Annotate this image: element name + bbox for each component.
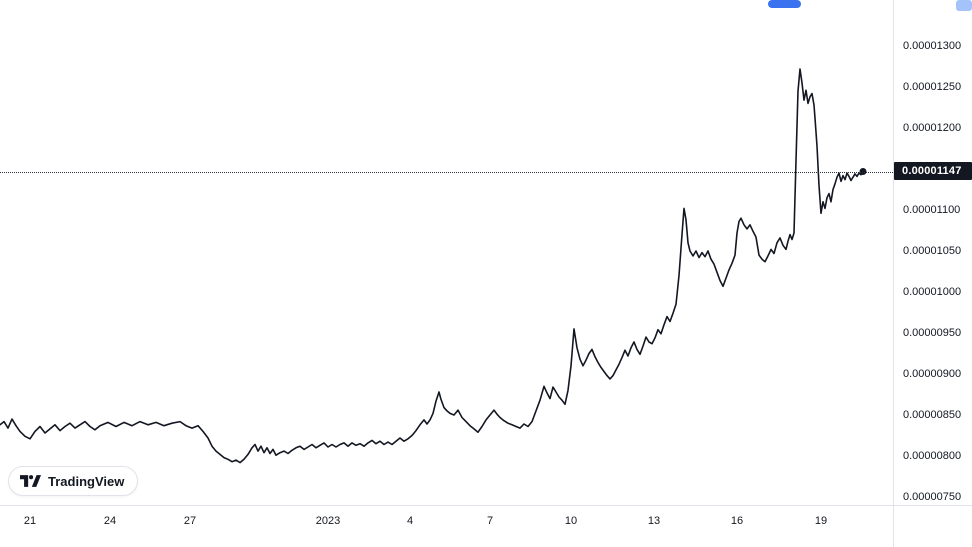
last-price-badge: 0.00001147 (894, 162, 972, 181)
price-axis-label: 0.00000950 (903, 327, 962, 339)
tradingview-logo[interactable]: TradingView (8, 466, 139, 496)
time-axis-separator (0, 505, 972, 506)
price-axis-label: 0.00001100 (903, 204, 961, 216)
time-axis-label: 24 (103, 515, 117, 527)
price-axis-label: 0.00001300 (903, 40, 962, 52)
time-axis[interactable]: 21 24 27 2023 4 7 10 13 16 19 (0, 506, 893, 547)
time-axis-label: 19 (814, 515, 828, 527)
time-axis-label: 13 (647, 515, 661, 527)
time-axis-label: 7 (486, 515, 494, 527)
price-axis-separator (893, 0, 894, 547)
tradingview-logo-text: TradingView (48, 473, 125, 489)
last-price-dotted-line (0, 171, 893, 173)
price-axis-label: 0.00000850 (903, 409, 962, 421)
price-chart-svg (0, 68, 867, 464)
time-axis-label: 16 (730, 515, 744, 527)
price-axis-label: 0.00000800 (903, 450, 962, 462)
price-axis-label: 0.00001200 (903, 122, 962, 134)
time-axis-label: 4 (406, 515, 414, 527)
price-axis-label: 0.00001250 (903, 81, 962, 93)
cropped-blue-square (956, 0, 972, 11)
price-chart-area[interactable] (0, 0, 893, 547)
time-axis-label: 2023 (315, 515, 341, 527)
price-line-series (0, 68, 864, 464)
time-axis-label: 27 (183, 515, 197, 527)
price-axis-label: 0.00001050 (903, 245, 962, 257)
last-price-value: 0.00001147 (902, 165, 962, 178)
cropped-blue-pill (768, 0, 801, 8)
price-axis-label: 0.00000900 (903, 368, 962, 380)
price-axis-label: 0.00001000 (903, 286, 962, 298)
time-axis-label: 21 (23, 515, 37, 527)
tradingview-logo-icon (20, 474, 41, 488)
price-axis[interactable]: 0.00001300 0.00001250 0.00001200 0.00001100… (893, 0, 972, 505)
time-axis-label: 10 (564, 515, 578, 527)
price-axis-label: 0.00000750 (903, 491, 962, 503)
